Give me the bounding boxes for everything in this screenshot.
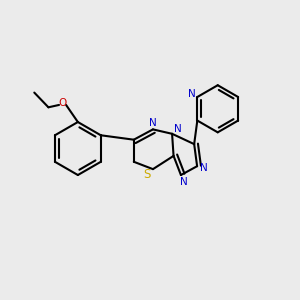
Text: N: N	[200, 163, 208, 173]
Text: N: N	[188, 89, 196, 99]
Text: O: O	[58, 98, 66, 109]
Text: S: S	[143, 168, 151, 181]
Text: N: N	[149, 118, 157, 128]
Text: N: N	[180, 176, 188, 187]
Text: N: N	[174, 124, 182, 134]
